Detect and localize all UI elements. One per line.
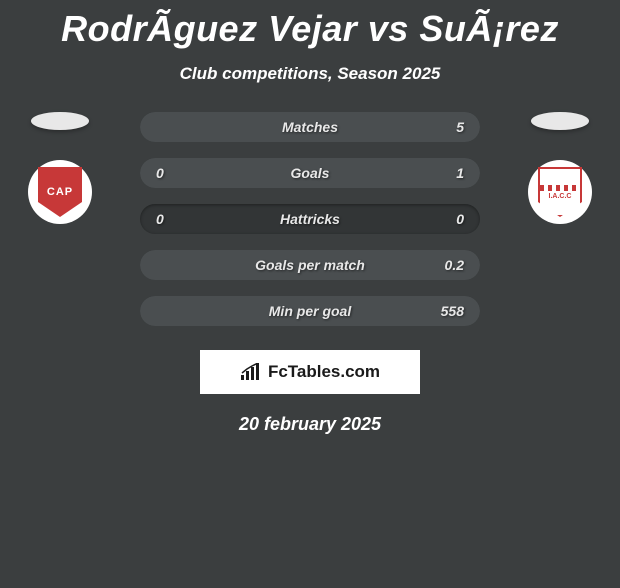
shield-icon: I.A.C.C	[538, 167, 582, 217]
stat-row: Matches 5	[140, 112, 480, 142]
club-abbr-right: I.A.C.C	[549, 193, 572, 200]
player-right-silhouette	[531, 112, 589, 130]
stat-value-left: 0	[156, 165, 164, 181]
shield-icon: CAP	[38, 167, 82, 217]
stat-row: 0 Hattricks 0	[140, 204, 480, 234]
stat-label: Hattricks	[280, 211, 340, 227]
player-left-silhouette	[31, 112, 89, 130]
date-text: 20 february 2025	[0, 414, 620, 435]
stat-row: 0 Goals 1	[140, 158, 480, 188]
stat-value-right: 5	[456, 119, 464, 135]
stat-value-right: 1	[456, 165, 464, 181]
club-badge-right: I.A.C.C	[528, 160, 592, 224]
player-left-col: CAP	[28, 112, 92, 224]
subtitle: Club competitions, Season 2025	[0, 64, 620, 84]
club-badge-left: CAP	[28, 160, 92, 224]
stat-label: Goals	[291, 165, 330, 181]
brand-text: FcTables.com	[268, 362, 380, 382]
stat-value-right: 558	[441, 303, 464, 319]
chart-icon	[240, 363, 262, 381]
stats-list: Matches 5 0 Goals 1 0 Hattricks 0 Goals per matc…	[140, 112, 480, 326]
stripes-icon	[540, 185, 580, 191]
stat-row: Goals per match 0.2	[140, 250, 480, 280]
stat-value-left: 0	[156, 211, 164, 227]
main-content: CAP I.A.C.C Matches 5 0 Goals 1 0 Hattricks 0 Go…	[0, 112, 620, 435]
stat-row: Min per goal 558	[140, 296, 480, 326]
stat-value-right: 0	[456, 211, 464, 227]
brand-box: FcTables.com	[200, 350, 420, 394]
stat-label: Matches	[282, 119, 338, 135]
stat-value-right: 0.2	[445, 257, 464, 273]
stat-label: Min per goal	[269, 303, 351, 319]
stat-label: Goals per match	[255, 257, 365, 273]
comparison-title: RodrÃ­guez Vejar vs SuÃ¡rez	[0, 8, 620, 50]
club-abbr-left: CAP	[47, 186, 73, 198]
player-right-col: I.A.C.C	[528, 112, 592, 224]
